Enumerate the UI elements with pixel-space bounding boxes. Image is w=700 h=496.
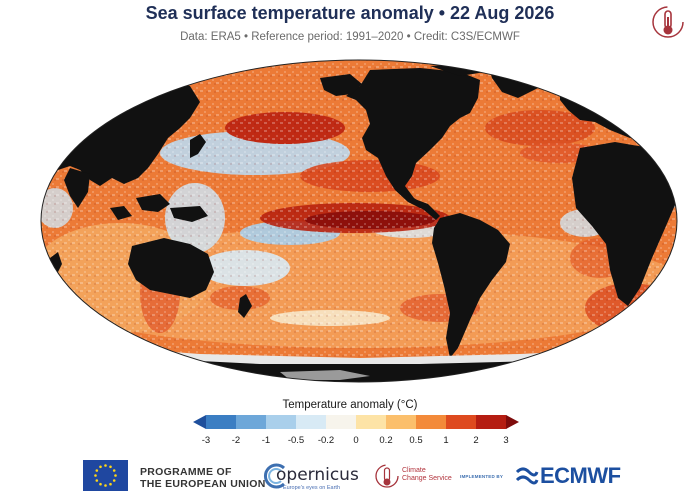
color-bar-tick-label: -1: [261, 435, 271, 446]
c3s-thermometer-icon: [375, 464, 399, 488]
color-bar-cap-high: [506, 415, 519, 429]
sst-anomaly-map: [40, 59, 678, 383]
color-bar-cell: [356, 415, 387, 429]
color-bar-tick-label: -0.2: [317, 435, 335, 446]
implemented-by-text: IMPLEMENTED BY: [460, 474, 504, 479]
c3s-text: Climate Change Service: [402, 467, 452, 483]
color-bar-tick-label: -0.5: [287, 435, 305, 446]
ecmwf-wave-icon: [515, 467, 539, 485]
color-bar-tick-label: -2: [231, 435, 241, 446]
page-title: Sea surface temperature anomaly • 22 Aug…: [145, 3, 555, 23]
color-bar-cell: [386, 415, 417, 429]
color-bar-cell: [326, 415, 357, 429]
copernicus-tagline: Europe's eyes on Earth: [283, 485, 341, 491]
color-bar-cell: [476, 415, 507, 429]
legend-title: Temperature anomaly (°C): [282, 399, 418, 411]
copernicus-logo-text: opernicus: [276, 465, 359, 485]
copernicus-c-icon: [264, 463, 286, 489]
c3s-line-2: Change Service: [402, 475, 452, 482]
climate-thermometer-logo-icon: [652, 6, 684, 38]
color-bar-tick-label: 0.5: [409, 435, 423, 446]
color-bar-cell: [206, 415, 237, 429]
color-bar-tick-label: 0: [353, 435, 359, 446]
eu-line-1: PROGRAMME OF: [140, 466, 232, 478]
eu-line-2: THE EUROPEAN UNION: [140, 478, 266, 490]
color-bar-tick-label: 2: [473, 435, 479, 446]
color-bar-cell: [266, 415, 297, 429]
footer-logos: PROGRAMME OF THE EUROPEAN UNION opernicu…: [0, 458, 700, 496]
color-bar-cell: [236, 415, 267, 429]
color-bar-cell: [446, 415, 477, 429]
color-bar-ticks: -3 -2 -1 -0.5 -0.2 0 0.2 0.5 1 2 3: [193, 435, 519, 449]
color-bar-tick-label: -3: [201, 435, 211, 446]
color-bar-cell: [416, 415, 447, 429]
eu-programme-text: PROGRAMME OF THE EUROPEAN UNION: [140, 466, 266, 490]
color-bar-tick-label: 3: [503, 435, 509, 446]
ecmwf-logo-text: ECMWF: [540, 463, 621, 488]
eu-flag-icon: [83, 460, 128, 491]
color-bar-tick-label: 0.2: [379, 435, 393, 446]
color-bar-cap-low: [193, 415, 206, 429]
color-bar: [193, 415, 519, 429]
page-subtitle: Data: ERA5 • Reference period: 1991–2020…: [180, 31, 520, 43]
color-bar-cell: [296, 415, 327, 429]
color-bar-tick-label: 1: [443, 435, 449, 446]
c3s-line-1: Climate: [402, 467, 426, 474]
